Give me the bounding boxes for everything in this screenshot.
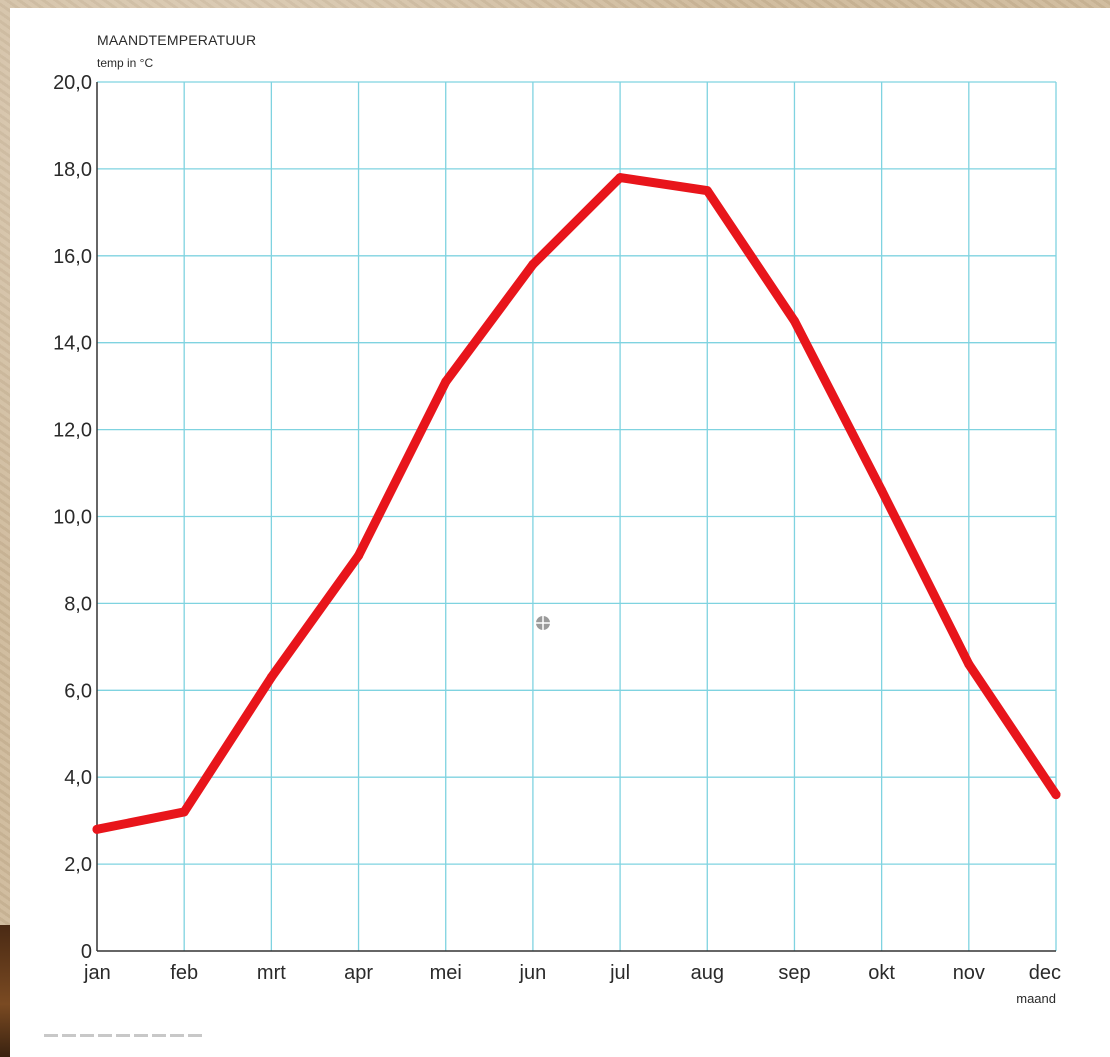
- y-tick-label: 0: [81, 941, 92, 963]
- footer-faint-text: [44, 1034, 204, 1037]
- axes: [96, 82, 1056, 952]
- data-point: [964, 659, 974, 669]
- x-tick-label: sep: [778, 962, 810, 984]
- x-tick-label: jul: [609, 962, 630, 984]
- y-axis-label: temp in °C: [97, 56, 153, 70]
- data-point: [877, 485, 887, 495]
- x-tick-label: mrt: [257, 962, 286, 984]
- x-tick-label: jan: [83, 962, 111, 984]
- chart-card: [10, 8, 1110, 1057]
- data-point: [179, 807, 189, 817]
- y-tick-label: 8,0: [64, 593, 92, 615]
- data-point: [354, 551, 364, 561]
- y-tick-label: 16,0: [53, 246, 92, 268]
- y-tick-label: 6,0: [64, 680, 92, 702]
- temperature-line: [92, 173, 1061, 834]
- data-point: [92, 824, 102, 834]
- x-tick-label: nov: [953, 962, 985, 984]
- data-point: [528, 259, 538, 269]
- y-tick-labels: 0 2,0 4,0 6,0 8,0 10,0 12,0 14,0 16,0 18,0 20,0: [53, 72, 92, 963]
- data-point: [266, 672, 276, 682]
- y-tick-label: 10,0: [53, 507, 92, 529]
- x-tick-label: dec: [1029, 962, 1061, 984]
- crosshair-cursor-icon: [536, 616, 550, 630]
- x-tick-label: aug: [691, 962, 724, 984]
- x-axis-label: maand: [1016, 991, 1056, 1006]
- chart-title: MAANDTEMPERATUUR: [97, 32, 256, 48]
- grid: [97, 81, 1057, 951]
- y-tick-label: 20,0: [53, 72, 92, 94]
- data-point: [1051, 790, 1061, 800]
- x-tick-label: mei: [430, 962, 462, 984]
- data-point: [441, 377, 451, 387]
- x-tick-label: jun: [519, 962, 547, 984]
- y-tick-label: 4,0: [64, 767, 92, 789]
- x-tick-label: okt: [868, 962, 895, 984]
- x-tick-labels: jan feb mrt apr mei jun jul aug sep okt nov dec: [83, 962, 1061, 984]
- data-point: [702, 186, 712, 196]
- series-layer: [92, 173, 1061, 834]
- data-point: [615, 173, 625, 183]
- data-point: [789, 316, 799, 326]
- y-tick-label: 14,0: [53, 333, 92, 355]
- y-tick-label: 18,0: [53, 159, 92, 181]
- y-tick-label: 12,0: [53, 420, 92, 442]
- y-tick-label: 2,0: [64, 854, 92, 876]
- x-tick-label: apr: [344, 962, 373, 984]
- x-tick-label: feb: [170, 962, 198, 984]
